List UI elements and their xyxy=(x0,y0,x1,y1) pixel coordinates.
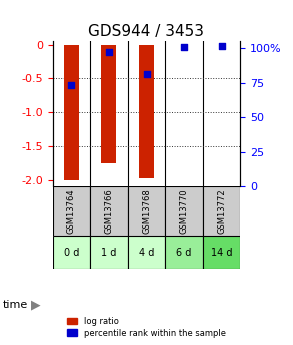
Text: GSM13768: GSM13768 xyxy=(142,188,151,234)
FancyBboxPatch shape xyxy=(90,236,128,269)
Bar xyxy=(101,45,117,163)
Text: GSM13772: GSM13772 xyxy=(217,188,226,234)
Bar xyxy=(64,45,79,179)
Text: ▶: ▶ xyxy=(31,299,40,312)
FancyBboxPatch shape xyxy=(203,186,240,236)
Legend: log ratio, percentile rank within the sample: log ratio, percentile rank within the sa… xyxy=(64,314,229,341)
Text: GSM13770: GSM13770 xyxy=(180,188,188,234)
Text: 0 d: 0 d xyxy=(64,248,79,257)
FancyBboxPatch shape xyxy=(128,186,165,236)
FancyBboxPatch shape xyxy=(203,236,240,269)
Text: 14 d: 14 d xyxy=(211,248,232,257)
Text: 1 d: 1 d xyxy=(101,248,117,257)
Title: GDS944 / 3453: GDS944 / 3453 xyxy=(88,24,205,39)
Bar xyxy=(139,45,154,178)
Point xyxy=(144,72,149,77)
Text: time: time xyxy=(3,300,28,310)
Point xyxy=(69,82,74,88)
Point xyxy=(107,49,111,54)
Point xyxy=(182,45,186,50)
FancyBboxPatch shape xyxy=(165,186,203,236)
Point xyxy=(219,43,224,49)
Text: 6 d: 6 d xyxy=(176,248,192,257)
Text: GSM13764: GSM13764 xyxy=(67,188,76,234)
Text: 4 d: 4 d xyxy=(139,248,154,257)
FancyBboxPatch shape xyxy=(53,186,90,236)
FancyBboxPatch shape xyxy=(128,236,165,269)
FancyBboxPatch shape xyxy=(90,186,128,236)
FancyBboxPatch shape xyxy=(53,236,90,269)
FancyBboxPatch shape xyxy=(165,236,203,269)
Text: GSM13766: GSM13766 xyxy=(105,188,113,234)
